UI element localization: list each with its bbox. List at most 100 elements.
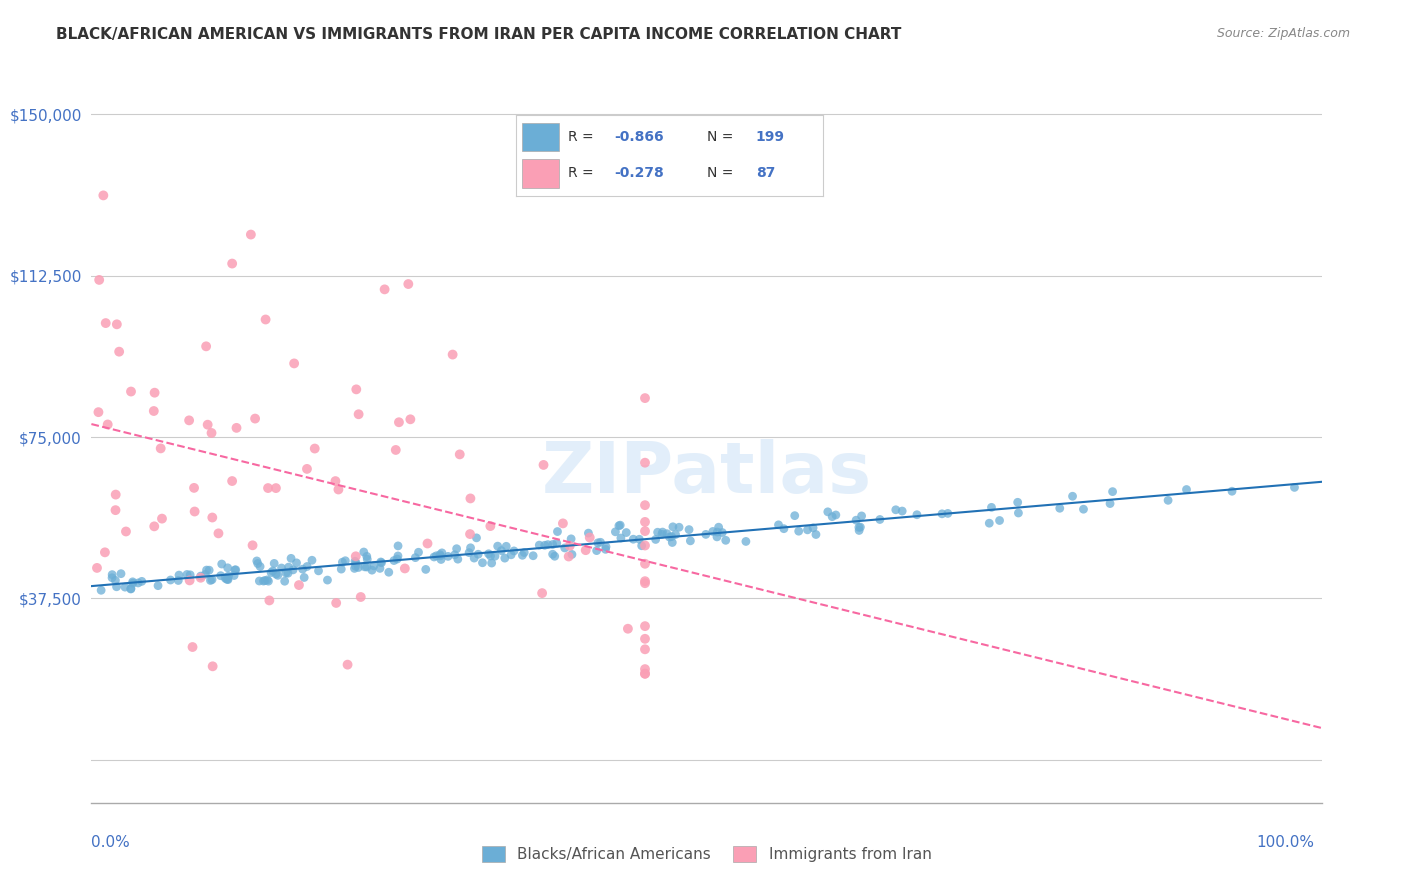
Point <box>558 539 581 553</box>
Point <box>479 519 502 533</box>
Point <box>560 532 582 546</box>
Point <box>87 405 110 419</box>
Point <box>356 560 378 574</box>
Point <box>304 442 326 456</box>
Point <box>120 582 142 596</box>
Text: 100.0%: 100.0% <box>1257 836 1315 850</box>
Point <box>695 527 717 541</box>
Point <box>179 413 201 427</box>
Point <box>101 571 124 585</box>
Point <box>458 527 481 541</box>
Point <box>388 415 411 429</box>
Point <box>817 505 839 519</box>
Point <box>845 513 868 527</box>
Point <box>225 563 247 577</box>
Point <box>90 583 112 598</box>
Point <box>512 549 534 563</box>
Point <box>273 574 295 589</box>
Point <box>217 561 239 575</box>
Point <box>246 554 269 568</box>
Point <box>252 574 274 588</box>
Point <box>239 227 262 242</box>
Point <box>628 533 651 547</box>
Point <box>194 567 217 582</box>
Point <box>651 527 673 541</box>
Point <box>773 522 796 536</box>
Point <box>283 356 305 370</box>
Point <box>848 520 870 534</box>
Point <box>851 508 873 523</box>
Point <box>150 511 173 525</box>
Point <box>503 544 526 558</box>
Point <box>849 520 872 534</box>
Point <box>1007 495 1029 509</box>
Point <box>463 551 485 566</box>
Point <box>195 339 218 353</box>
Point <box>281 563 304 577</box>
Point <box>344 556 367 570</box>
Point <box>706 530 728 544</box>
Point <box>425 549 447 563</box>
Point <box>209 568 232 582</box>
Point <box>621 532 644 546</box>
Point <box>707 520 730 534</box>
Point <box>609 518 631 533</box>
Point <box>361 563 384 577</box>
Point <box>93 188 115 202</box>
Point <box>471 556 494 570</box>
Point <box>316 573 339 587</box>
Point <box>86 561 108 575</box>
Point <box>280 551 302 566</box>
Point <box>387 539 409 553</box>
Point <box>201 573 224 587</box>
Point <box>662 520 685 534</box>
Point <box>179 574 201 588</box>
Point <box>557 549 579 564</box>
Point <box>399 412 422 426</box>
Point <box>1073 502 1095 516</box>
Point <box>634 498 657 512</box>
Point <box>541 537 564 551</box>
Point <box>595 542 617 557</box>
Point <box>647 525 669 540</box>
Point <box>253 574 276 588</box>
Point <box>259 593 281 607</box>
Point <box>630 539 652 553</box>
Point <box>408 545 430 559</box>
Text: ZIPatlas: ZIPatlas <box>541 439 872 508</box>
Point <box>491 543 513 558</box>
Point <box>479 549 502 563</box>
Point <box>336 657 359 672</box>
Point <box>585 543 607 558</box>
Point <box>634 515 657 529</box>
Point <box>207 526 229 541</box>
Point <box>931 507 953 521</box>
Point <box>824 508 846 522</box>
Point <box>578 531 600 545</box>
Point <box>347 407 370 421</box>
Point <box>256 573 278 587</box>
Point <box>605 524 627 539</box>
Point <box>1062 489 1084 503</box>
Point <box>382 553 405 567</box>
Point <box>821 509 844 524</box>
Point <box>416 536 439 550</box>
Point <box>544 549 567 564</box>
Point <box>97 417 120 432</box>
Point <box>249 559 271 574</box>
Point <box>325 474 347 488</box>
Point <box>988 514 1011 528</box>
Point <box>384 442 406 457</box>
Point <box>449 447 471 461</box>
Point <box>430 552 453 566</box>
Point <box>264 567 287 582</box>
Point <box>179 567 201 582</box>
Point <box>243 411 266 425</box>
Point <box>270 561 292 575</box>
Point <box>578 526 600 541</box>
Point <box>292 570 315 584</box>
Point <box>655 526 678 541</box>
Point <box>108 344 131 359</box>
Point <box>277 560 299 574</box>
Point <box>214 571 236 585</box>
